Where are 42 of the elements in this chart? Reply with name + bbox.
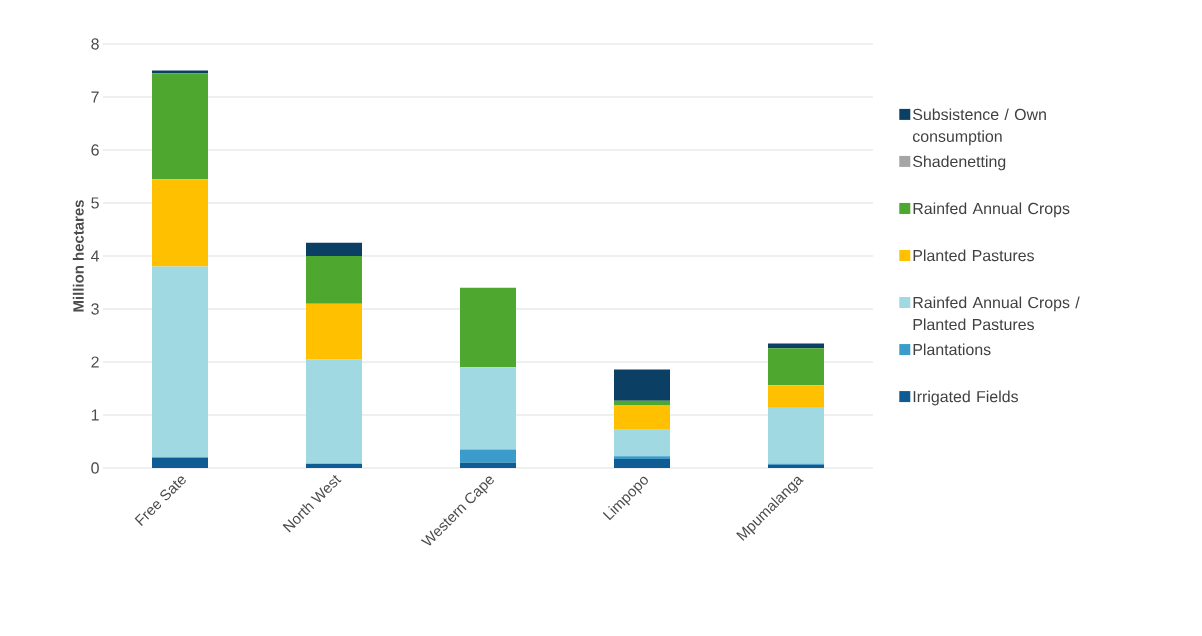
x-tick-label: Free Sate — [134, 476, 186, 526]
y-tick-label: 3 — [91, 303, 99, 315]
y-tick-label: 2 — [91, 356, 99, 368]
legend-label: Irrigated Fields — [913, 390, 1018, 406]
bar — [768, 348, 825, 386]
y-tick-label: 6 — [91, 144, 99, 156]
bar — [306, 303, 363, 360]
bar — [152, 73, 209, 180]
y-tick-label: 8 — [91, 38, 99, 50]
legend-label: Plantations — [913, 343, 991, 356]
y-tick-label: 1 — [91, 409, 99, 421]
bar — [152, 266, 209, 458]
bar — [768, 385, 825, 408]
y-tick-label: 4 — [90, 250, 100, 262]
legend-label: Subsistence / Own consumption — [912, 108, 1046, 146]
bar — [306, 242, 363, 256]
bar — [614, 429, 671, 457]
bar — [306, 359, 363, 464]
bar — [614, 458, 671, 468]
bar — [152, 457, 209, 468]
bar — [768, 407, 825, 464]
bar — [614, 369, 671, 401]
legend-label: Rainfed Annual Crops — [913, 202, 1070, 218]
legend-label: Shadenetting — [913, 155, 1006, 171]
bar — [460, 367, 517, 450]
bar — [306, 255, 363, 304]
y-tick-label: 5 — [91, 197, 99, 209]
y-tick-label: 7 — [91, 91, 99, 103]
bar — [614, 404, 671, 430]
bar — [152, 70, 209, 74]
bar — [614, 456, 671, 459]
bar — [460, 462, 517, 468]
legend-label: Planted Pastures — [913, 249, 1034, 262]
bar — [614, 400, 671, 405]
bar — [306, 463, 363, 468]
y-axis-title: Million hectares — [72, 200, 84, 312]
bar — [152, 179, 209, 267]
bar — [460, 449, 517, 463]
bar — [768, 343, 825, 349]
y-tick-label: 0 — [91, 462, 99, 474]
legend-label: Rainfed Annual Crops / Planted Pastures — [913, 296, 1080, 331]
bar — [460, 287, 517, 368]
